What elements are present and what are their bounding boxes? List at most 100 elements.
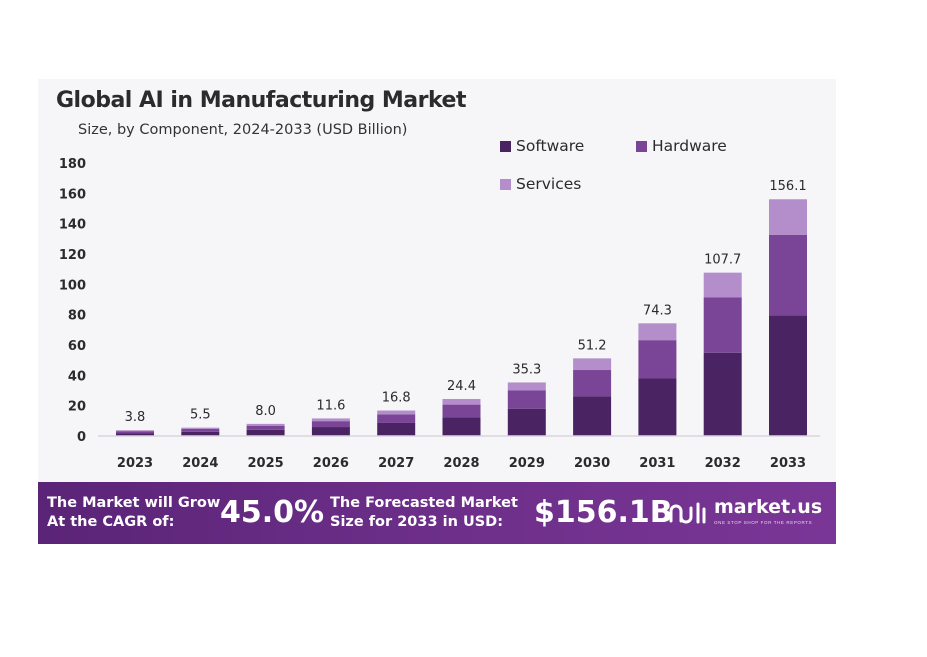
bar-segment-services <box>311 418 350 422</box>
forecast-caption-line1: The Forecasted Market <box>330 495 518 511</box>
data-label: 35.3 <box>512 362 541 377</box>
bar-segment-software <box>573 396 612 436</box>
chart-subtitle: Size, by Component, 2024-2033 (USD Billi… <box>78 122 408 138</box>
bar-segment-services <box>573 358 612 371</box>
bar-segment-software <box>377 422 416 436</box>
bar-segment-hardware <box>703 297 742 353</box>
y-tick-label: 60 <box>68 339 86 354</box>
bar-segment-hardware <box>377 414 416 423</box>
data-label: 3.8 <box>125 410 146 425</box>
market-us-logo-icon <box>669 502 706 524</box>
bar-segment-software <box>181 431 220 436</box>
x-tick-label: 2029 <box>509 456 545 471</box>
y-tick-label: 40 <box>68 369 86 384</box>
bar-stack <box>703 272 742 436</box>
y-axis: 0 20 40 60 80 100 120 140 160 180 <box>59 157 86 445</box>
bar-segment-software <box>246 429 285 436</box>
data-label: 5.5 <box>190 408 211 423</box>
bars: 3.8 5.5 8.0 11.6 16.8 24.4 35.3 51.2 74.3 107.7 15… <box>116 179 807 436</box>
bar-segment-hardware <box>638 340 677 379</box>
forecast-caption: The Forecasted Market Size for 2033 in U… <box>330 494 518 532</box>
x-tick-label: 2027 <box>378 456 414 471</box>
bar-stack <box>181 427 220 436</box>
y-tick-label: 100 <box>59 278 86 293</box>
legend-label-services: Services <box>516 175 581 193</box>
x-tick-label: 2032 <box>705 456 741 471</box>
bar-segment-software <box>311 427 350 436</box>
bar-segment-services <box>181 427 220 429</box>
x-tick-label: 2025 <box>248 456 284 471</box>
legend-swatch-hardware <box>636 141 647 152</box>
x-tick-label: 2028 <box>443 456 479 471</box>
bar-segment-software <box>638 378 677 436</box>
bar-segment-hardware <box>769 234 807 316</box>
y-tick-label: 80 <box>68 309 86 324</box>
bar-segment-hardware <box>246 425 285 430</box>
bar-segment-hardware <box>181 428 220 432</box>
data-label: 16.8 <box>382 391 411 406</box>
bar-stack <box>311 418 350 436</box>
stacked-bar-chart: 0 20 40 60 80 100 120 140 160 180 3.8 5.5 8.0 11.6 16… <box>59 137 820 471</box>
bar-stack <box>507 382 546 436</box>
bar-segment-hardware <box>116 431 154 434</box>
cagr-value: 45.0% <box>220 495 325 530</box>
bar-segment-software <box>116 433 154 436</box>
bar-stack <box>442 398 481 436</box>
forecast-value: $156.1B <box>534 495 673 530</box>
bar-segment-services <box>246 423 285 426</box>
summary-banner: The Market will Grow At the CAGR of: 45.… <box>38 482 836 544</box>
y-tick-label: 140 <box>59 218 86 233</box>
y-tick-label: 180 <box>59 157 86 172</box>
data-label: 11.6 <box>316 398 345 413</box>
chart-title: Global AI in Manufacturing Market <box>56 88 466 113</box>
cagr-caption-line1: The Market will Grow <box>47 495 221 511</box>
x-tick-label: 2030 <box>574 456 610 471</box>
bar-segment-hardware <box>442 404 481 418</box>
brand-name: market.us <box>714 496 823 518</box>
bar-segment-services <box>638 323 677 341</box>
bar-stack <box>769 199 807 436</box>
bar-segment-software <box>703 352 742 436</box>
x-tick-label: 2026 <box>313 456 349 471</box>
x-tick-label: 2033 <box>770 456 806 471</box>
brand-tagline: ONE STOP SHOP FOR THE REPORTS <box>714 520 813 525</box>
cagr-caption: The Market will Grow At the CAGR of: <box>47 494 220 532</box>
forecast-caption-line2: Size for 2033 in USD: <box>330 514 504 530</box>
data-label: 51.2 <box>578 338 607 353</box>
bar-stack <box>377 410 416 436</box>
x-tick-label: 2031 <box>639 456 675 471</box>
y-tick-label: 20 <box>68 400 86 415</box>
data-label: 8.0 <box>255 404 276 419</box>
legend-swatch-services <box>500 179 511 190</box>
data-label: 24.4 <box>447 379 476 394</box>
bar-stack <box>246 423 285 436</box>
cagr-caption-line2: At the CAGR of: <box>47 514 175 530</box>
legend-label-software: Software <box>516 137 584 155</box>
bar-segment-services <box>377 410 416 415</box>
bar-segment-software <box>507 408 546 436</box>
x-axis: 2023 2024 2025 2026 2027 2028 2029 2030 2031 2032… <box>98 435 820 471</box>
bar-segment-services <box>703 272 742 298</box>
data-label: 74.3 <box>643 303 672 318</box>
x-tick-label: 2024 <box>182 456 218 471</box>
y-tick-label: 0 <box>77 430 86 445</box>
bar-stack <box>638 323 677 436</box>
x-tick-label: 2023 <box>117 456 153 471</box>
bar-segment-services <box>507 382 546 391</box>
bar-segment-hardware <box>507 390 546 409</box>
legend-swatch-software <box>500 141 511 152</box>
bar-segment-software <box>442 417 481 436</box>
bar-stack <box>573 358 612 436</box>
bar-segment-hardware <box>573 370 612 397</box>
y-tick-label: 160 <box>59 187 86 202</box>
bar-segment-services <box>769 199 807 235</box>
data-label: 107.7 <box>704 253 741 268</box>
bar-segment-services <box>116 430 154 432</box>
bar-segment-software <box>769 315 807 436</box>
legend: Software Hardware Services <box>500 137 727 193</box>
infographic: Global AI in Manufacturing Market Size, … <box>38 79 836 544</box>
bar-segment-services <box>442 398 481 405</box>
data-label: 156.1 <box>769 179 806 194</box>
bar-stack <box>116 430 154 436</box>
y-tick-label: 120 <box>59 248 86 263</box>
